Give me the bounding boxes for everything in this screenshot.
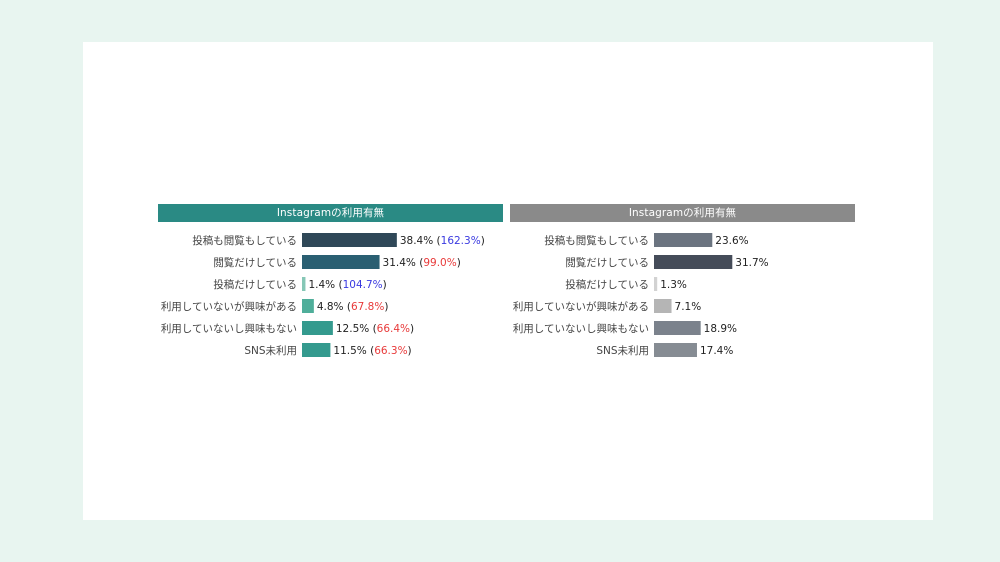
right-bar bbox=[654, 277, 658, 291]
right-value-label: 7.1% bbox=[675, 301, 702, 313]
left-bar bbox=[302, 299, 314, 313]
left-category-label: 利用していないし興味もない bbox=[161, 323, 297, 335]
left-bar bbox=[302, 255, 380, 269]
right-value-label: 23.6% bbox=[715, 235, 748, 247]
left-index-label: 99.0% bbox=[423, 257, 456, 269]
right-bar bbox=[654, 321, 701, 335]
right-bar bbox=[654, 255, 733, 269]
left-value-label: 11.5% (66.3%) bbox=[333, 345, 411, 357]
left-value-label: 31.4% (99.0%) bbox=[383, 257, 461, 269]
bar-chart-right: 投稿も閲覧もしている 23.6% 閲覧だけしている 31.7% 投稿だけしている 1.3%… bbox=[513, 233, 769, 357]
left-bar bbox=[302, 277, 306, 291]
left-category-label: 利用していないが興味がある bbox=[161, 300, 297, 313]
left-index-label: 104.7% bbox=[343, 279, 383, 291]
right-category-label: 投稿だけしている bbox=[565, 278, 649, 291]
right-value-label: 1.3% bbox=[660, 279, 687, 291]
panel-header-right: Instagramの利用有無 bbox=[510, 204, 855, 222]
left-bar bbox=[302, 321, 333, 335]
bar-chart-left: 投稿も閲覧もしている 38.4% (162.3%) 閲覧だけしている 31.4% (9… bbox=[161, 233, 485, 357]
right-value-label: 17.4% bbox=[700, 345, 733, 357]
right-category-label: 利用していないし興味もない bbox=[513, 323, 649, 335]
left-bar bbox=[302, 233, 397, 247]
left-index-label: 67.8% bbox=[351, 301, 384, 313]
panel-header-left: Instagramの利用有無 bbox=[158, 204, 503, 222]
left-value-label: 12.5% (66.4%) bbox=[336, 323, 414, 335]
right-category-label: 利用していないが興味がある bbox=[513, 300, 649, 313]
left-value-label: 38.4% (162.3%) bbox=[400, 235, 485, 247]
left-category-label: 投稿も閲覧もしている bbox=[192, 234, 297, 247]
chart-panel-right: Instagramの利用有無 投稿も閲覧もしている 23.6% 閲覧だけしている 31… bbox=[510, 204, 855, 362]
right-category-label: 投稿も閲覧もしている bbox=[544, 234, 649, 247]
left-index-label: 66.4% bbox=[377, 323, 410, 335]
left-category-label: SNS未利用 bbox=[244, 345, 297, 357]
right-category-label: SNS未利用 bbox=[596, 345, 649, 357]
left-value-label: 1.4% (104.7%) bbox=[308, 279, 386, 291]
right-value-label: 31.7% bbox=[735, 257, 768, 269]
left-category-label: 投稿だけしている bbox=[213, 278, 297, 291]
left-value-label: 4.8% (67.8%) bbox=[317, 301, 389, 313]
right-bar bbox=[654, 299, 672, 313]
left-index-label: 66.3% bbox=[374, 345, 407, 357]
chart-card bbox=[83, 42, 933, 520]
left-category-label: 閲覧だけしている bbox=[213, 256, 297, 269]
chart-panel-left: Instagramの利用有無 投稿も閲覧もしている 38.4% (162.3%) 閲… bbox=[158, 204, 503, 362]
right-category-label: 閲覧だけしている bbox=[565, 256, 649, 269]
left-index-label: 162.3% bbox=[441, 235, 481, 247]
right-value-label: 18.9% bbox=[704, 323, 737, 335]
left-bar bbox=[302, 343, 331, 357]
right-bar bbox=[654, 343, 697, 357]
right-bar bbox=[654, 233, 713, 247]
